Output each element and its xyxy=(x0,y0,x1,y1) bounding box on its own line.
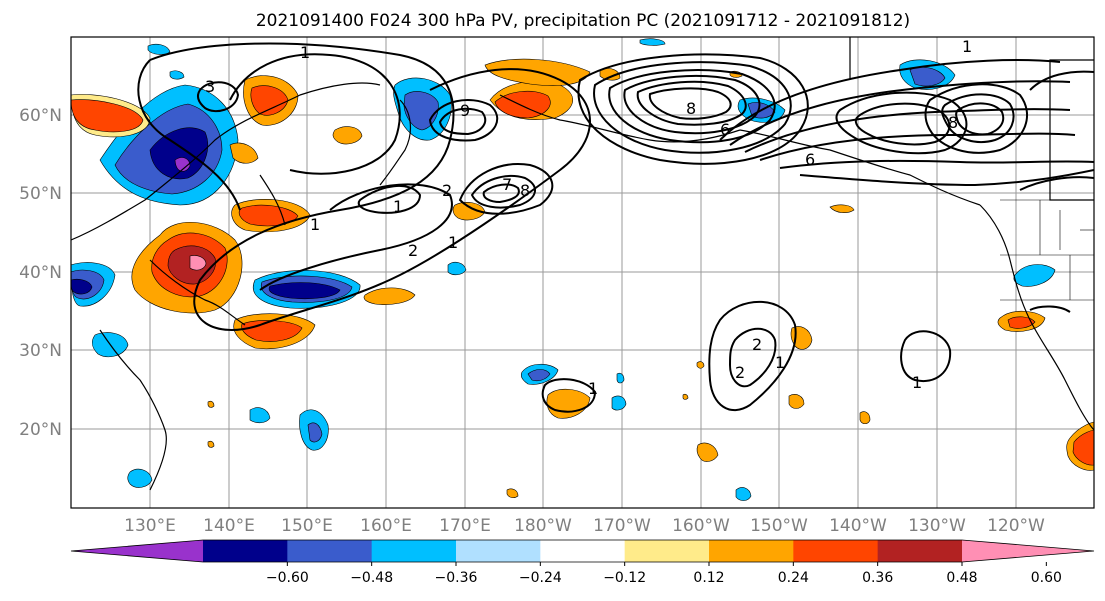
pv-contours-gulf-alaska xyxy=(719,59,1094,191)
lat-tick-label: 60°N xyxy=(19,106,62,126)
contour-label: 6 xyxy=(805,150,815,169)
contour-label: 1 xyxy=(448,233,458,252)
contour-label: 8 xyxy=(948,113,958,132)
lat-tick-label: 40°N xyxy=(19,263,62,283)
lat-tick-label: 30°N xyxy=(19,341,62,361)
colorbar-ticks: −0.60 −0.48 −0.36 −0.24 −0.12 0.12 0.24 0.36 0.4… xyxy=(266,562,1062,586)
pv-closed-contour-central-pacific xyxy=(708,300,797,411)
contour-label: 1 xyxy=(962,37,972,56)
colorbar-tick-label: 0.60 xyxy=(1031,570,1062,586)
lon-tick-label: 180°W xyxy=(514,516,572,536)
colorbar-tick-label: −0.36 xyxy=(435,570,478,586)
colorbar-tick-label: 0.24 xyxy=(778,570,809,586)
contour-label: 1 xyxy=(912,373,922,392)
contour-label: 1 xyxy=(393,197,403,216)
contour-label: 1 xyxy=(588,379,598,398)
lon-tick-label: 130°E xyxy=(124,516,176,536)
contour-label: 9 xyxy=(460,101,470,120)
contour-label: 7 xyxy=(502,175,512,194)
lat-tick-label: 20°N xyxy=(19,420,62,440)
colorbar-segment xyxy=(709,540,794,562)
colorbar xyxy=(70,539,1095,563)
colorbar-tick-label: −0.60 xyxy=(266,570,309,586)
colorbar-tick-label: −0.48 xyxy=(350,570,393,586)
lon-tick-label: 150°E xyxy=(281,516,333,536)
lon-tick-label: 140°W xyxy=(829,516,887,536)
borders xyxy=(1000,199,1094,301)
coastlines xyxy=(71,37,1094,491)
contour-label: 2 xyxy=(442,181,452,200)
colorbar-tick-label: 0.48 xyxy=(946,570,977,586)
pv-contours xyxy=(137,42,1094,413)
map-frame xyxy=(70,36,1095,509)
colorbar-tick-label: 0.12 xyxy=(693,570,724,586)
colorbar-tick-label: 0.36 xyxy=(862,570,893,586)
colorbar-tick-label: −0.24 xyxy=(519,570,562,586)
contour-label: 3 xyxy=(205,77,215,96)
colorbar-outline xyxy=(70,539,1095,563)
colorbar-extend-max xyxy=(962,540,1094,562)
colorbar-segment xyxy=(287,540,373,562)
colorbar-tick-label: −0.12 xyxy=(603,570,646,586)
contour-labels: 1 3 1 1 2 1 2 8 8 9 6 6 8 1 7 2 2 1 1 1 xyxy=(205,37,972,398)
colorbar-extend-min xyxy=(71,540,203,562)
pv-contours-aleutian-low xyxy=(577,53,809,165)
lat-tick-label: 50°N xyxy=(19,184,62,204)
contour-label: 1 xyxy=(310,215,320,234)
lon-tick-label: 130°W xyxy=(908,516,966,536)
lat-axis: 60°N 50°N 40°N 30°N 20°N xyxy=(19,106,62,440)
colorbar-segment xyxy=(371,540,457,562)
contour-label: 2 xyxy=(752,335,762,354)
lon-tick-label: 140°E xyxy=(203,516,255,536)
colorbar-segment xyxy=(456,540,541,562)
lon-tick-label: 150°W xyxy=(750,516,808,536)
pv-closed-contour-east-pacific xyxy=(900,330,952,383)
contour-label: 8 xyxy=(686,99,696,118)
lon-tick-label: 120°W xyxy=(987,516,1045,536)
contour-label: 8 xyxy=(520,181,530,200)
contour-label: 6 xyxy=(720,120,730,139)
colorbar-segment xyxy=(877,540,963,562)
contour-label: 1 xyxy=(300,43,310,62)
precip-shading xyxy=(71,38,1094,501)
contour-label: 2 xyxy=(735,363,745,382)
colorbar-segment xyxy=(624,540,710,562)
contour-label: 2 xyxy=(408,241,418,260)
lon-axis: 130°E 140°E 150°E 160°E 170°E 180°W 170°… xyxy=(124,516,1045,536)
lon-tick-label: 170°E xyxy=(439,516,491,536)
colorbar-segment xyxy=(540,540,626,562)
lon-tick-label: 170°W xyxy=(593,516,651,536)
contour-label: 1 xyxy=(775,353,785,372)
colorbar-segment xyxy=(793,540,879,562)
lon-tick-label: 160°W xyxy=(672,516,730,536)
lon-tick-label: 160°E xyxy=(360,516,412,536)
figure-title: 2021091400 F024 300 hPa PV, precipitatio… xyxy=(256,11,910,31)
colorbar-segment xyxy=(203,540,288,562)
